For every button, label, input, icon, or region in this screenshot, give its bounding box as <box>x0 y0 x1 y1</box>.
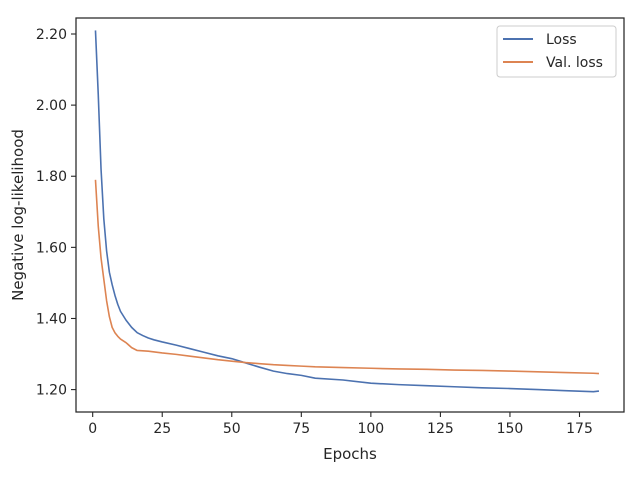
x-tick-label: 150 <box>497 421 524 437</box>
legend-label-loss: Loss <box>546 32 577 48</box>
legend: Loss Val. loss <box>496 25 617 78</box>
y-tick-label: 1.40 <box>36 311 67 327</box>
plot-area <box>94 30 600 393</box>
x-tick-label: 0 <box>88 421 97 437</box>
y-axis-label: Negative log-likelihood <box>9 129 27 301</box>
x-axis-ticks: 0 25 50 75 100 125 150 175 <box>88 412 593 437</box>
series-line-loss <box>94 30 600 393</box>
legend-label-val-loss: Val. loss <box>546 55 603 71</box>
x-tick-label: 125 <box>427 421 454 437</box>
x-tick-label: 75 <box>292 421 310 437</box>
y-tick-label: 2.00 <box>36 98 67 114</box>
y-tick-label: 1.60 <box>36 240 67 256</box>
x-tick-label: 50 <box>223 421 241 437</box>
y-axis-ticks: 1.20 1.40 1.60 1.80 2.00 2.20 <box>36 27 76 399</box>
axes-frame <box>75 17 625 413</box>
x-tick-label: 175 <box>566 421 593 437</box>
x-tick-label: 100 <box>357 421 384 437</box>
x-axis-label: Epochs <box>323 445 377 463</box>
x-tick-label: 25 <box>153 421 171 437</box>
series-line-val-loss <box>94 179 600 375</box>
y-tick-label: 1.80 <box>36 169 67 185</box>
y-tick-label: 2.20 <box>36 27 67 43</box>
y-tick-label: 1.20 <box>36 383 67 399</box>
